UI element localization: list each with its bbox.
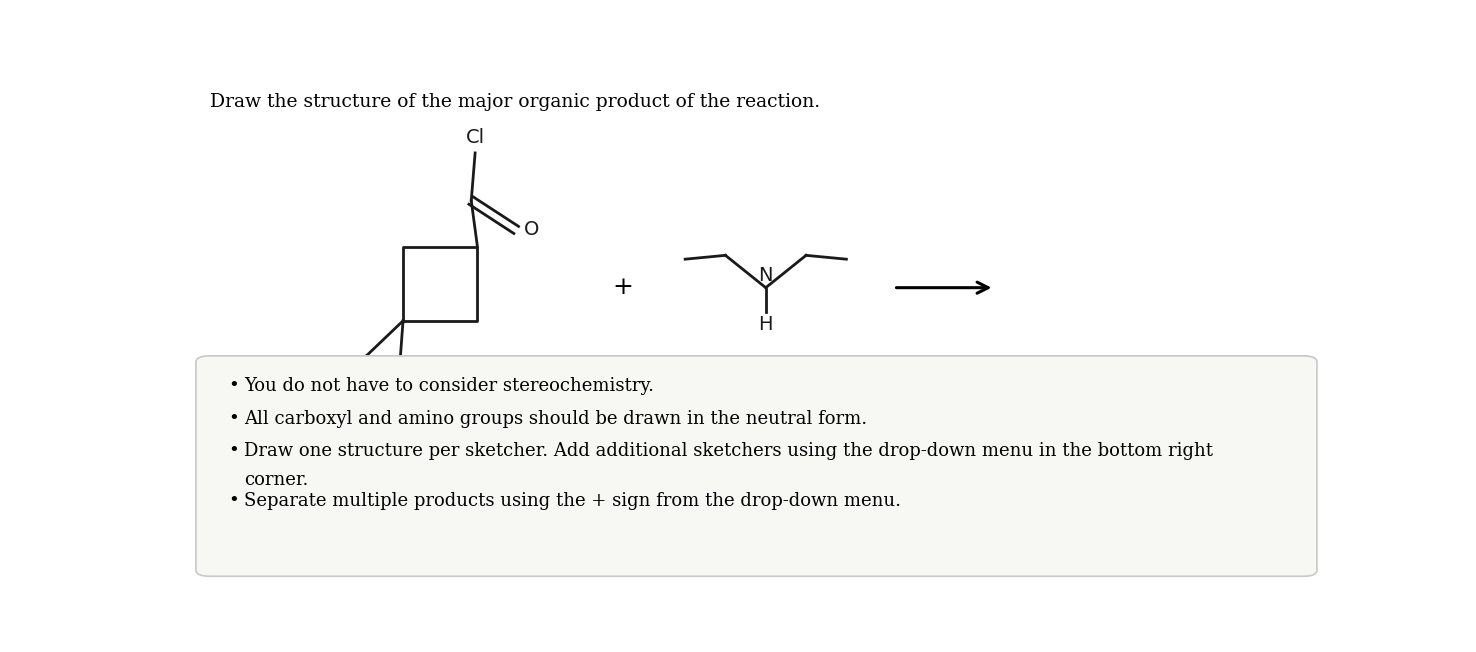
Text: corner.: corner. bbox=[244, 471, 308, 490]
Text: H: H bbox=[759, 316, 773, 334]
Text: Separate multiple products using the + sign from the drop-down menu.: Separate multiple products using the + s… bbox=[244, 492, 900, 511]
Text: You do not have to consider stereochemistry.: You do not have to consider stereochemis… bbox=[244, 377, 654, 395]
Text: •: • bbox=[227, 377, 239, 395]
Text: N: N bbox=[759, 265, 773, 285]
Text: Draw one structure per sketcher. Add additional sketchers using the drop-down me: Draw one structure per sketcher. Add add… bbox=[244, 442, 1213, 460]
Text: All carboxyl and amino groups should be drawn in the neutral form.: All carboxyl and amino groups should be … bbox=[244, 409, 866, 428]
Text: Draw the structure of the major organic product of the reaction.: Draw the structure of the major organic … bbox=[210, 93, 819, 111]
Text: •: • bbox=[227, 442, 239, 460]
Text: •: • bbox=[227, 409, 239, 428]
Text: •: • bbox=[227, 492, 239, 511]
Text: Cl: Cl bbox=[465, 128, 484, 147]
Text: O: O bbox=[524, 220, 539, 239]
FancyBboxPatch shape bbox=[196, 356, 1317, 576]
Text: +: + bbox=[613, 276, 633, 299]
